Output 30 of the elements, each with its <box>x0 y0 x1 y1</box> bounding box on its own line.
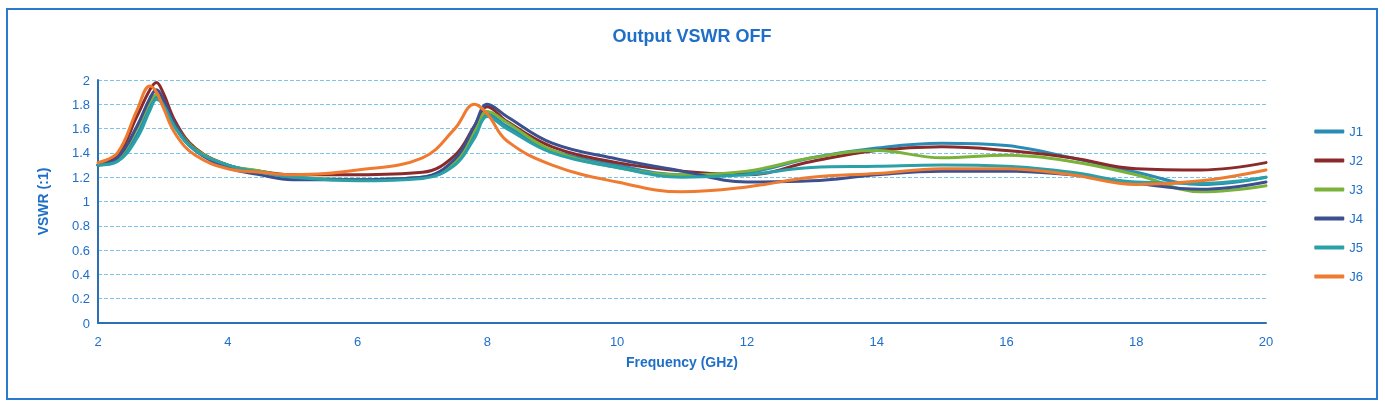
legend-label: J2 <box>1349 153 1363 168</box>
x-axis-title: Frequency (GHz) <box>625 354 739 370</box>
x-tick-label: 6 <box>353 334 362 349</box>
x-tick-label: 2 <box>94 334 102 349</box>
legend-label: J4 <box>1349 211 1363 226</box>
x-tick-label: 12 <box>739 334 755 349</box>
x-tick-label: 16 <box>999 334 1014 349</box>
x-tick-label: 14 <box>869 334 884 349</box>
legend-label: J6 <box>1349 269 1363 284</box>
x-tick-label: 20 <box>1258 334 1274 349</box>
x-tick-label: 18 <box>1128 334 1144 349</box>
x-tick-label: 10 <box>609 334 625 349</box>
y-tick-label: 1.4 <box>71 145 90 161</box>
y-tick-label: 0.4 <box>71 266 90 282</box>
y-tick-label: 0.2 <box>71 291 90 307</box>
legend-label: J3 <box>1349 182 1363 197</box>
legend-label: J5 <box>1349 240 1363 255</box>
y-tick-label: 0 <box>82 315 90 331</box>
chart-title: Output VSWR OFF <box>612 26 772 46</box>
y-tick-label: 0.6 <box>71 242 90 258</box>
y-tick-label: 1.6 <box>71 121 90 137</box>
y-tick-label: 2 <box>82 72 90 88</box>
x-tick-label: 4 <box>224 334 232 349</box>
x-tick-label: 8 <box>483 334 491 349</box>
y-tick-label: 0.8 <box>71 218 90 234</box>
y-axis-title: VSWR (:1) <box>35 167 51 236</box>
legend-label: J1 <box>1349 124 1363 139</box>
y-tick-label: 1 <box>82 194 90 209</box>
y-tick-label: 1.2 <box>71 169 90 185</box>
y-tick-label: 1.8 <box>71 96 90 112</box>
